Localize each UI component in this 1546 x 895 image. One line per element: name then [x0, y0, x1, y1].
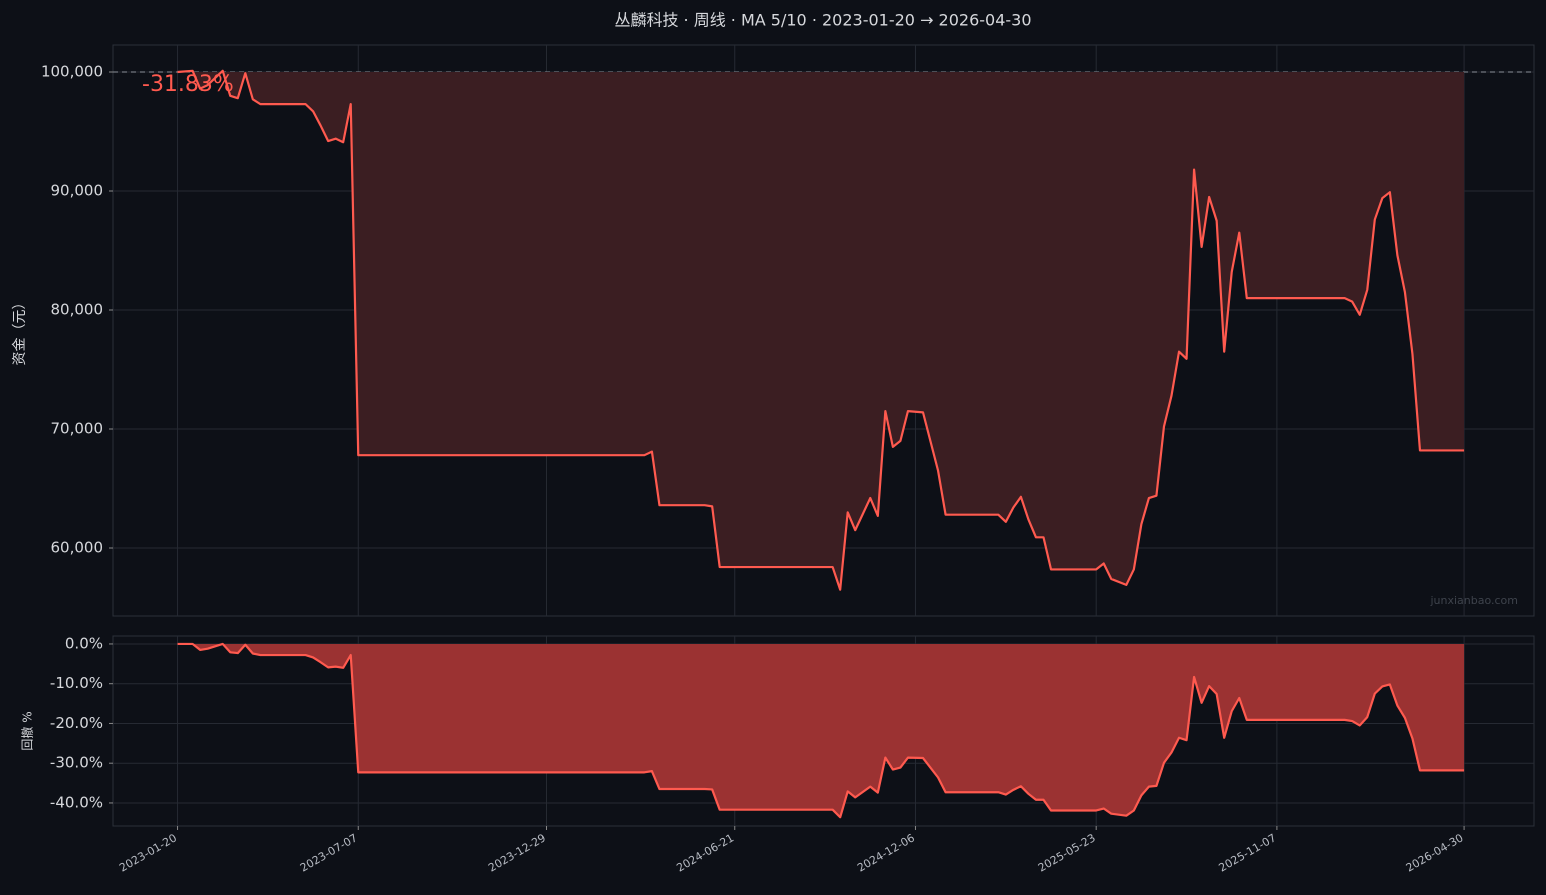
y-tick-label: -20.0% — [50, 714, 103, 732]
y-tick-label: 90,000 — [51, 182, 104, 200]
y-tick-label: 60,000 — [51, 539, 104, 557]
area-fill — [177, 70, 1465, 590]
chart-title: 丛麟科技 · 周线 · MA 5/10 · 2023-01-20 → 2026-… — [614, 11, 1031, 30]
y-tick-label: -30.0% — [50, 754, 103, 772]
y-tick-label: 70,000 — [51, 420, 104, 438]
annotation: -31.83% — [142, 72, 234, 97]
area-fill — [177, 643, 1465, 818]
line — [177, 642, 1465, 819]
y-tick-label: -40.0% — [50, 793, 103, 811]
line — [177, 69, 1465, 591]
y-tick-label: 80,000 — [51, 301, 104, 319]
y-tick-label: -10.0% — [50, 674, 103, 692]
watermark: junxianbao.com — [1429, 594, 1518, 607]
y-tick-label: 0.0% — [65, 634, 103, 652]
y-tick-label: 100,000 — [41, 63, 103, 81]
y-axis-label: 回撤 % — [20, 711, 35, 750]
y-axis-label: 资金（元） — [12, 296, 28, 366]
